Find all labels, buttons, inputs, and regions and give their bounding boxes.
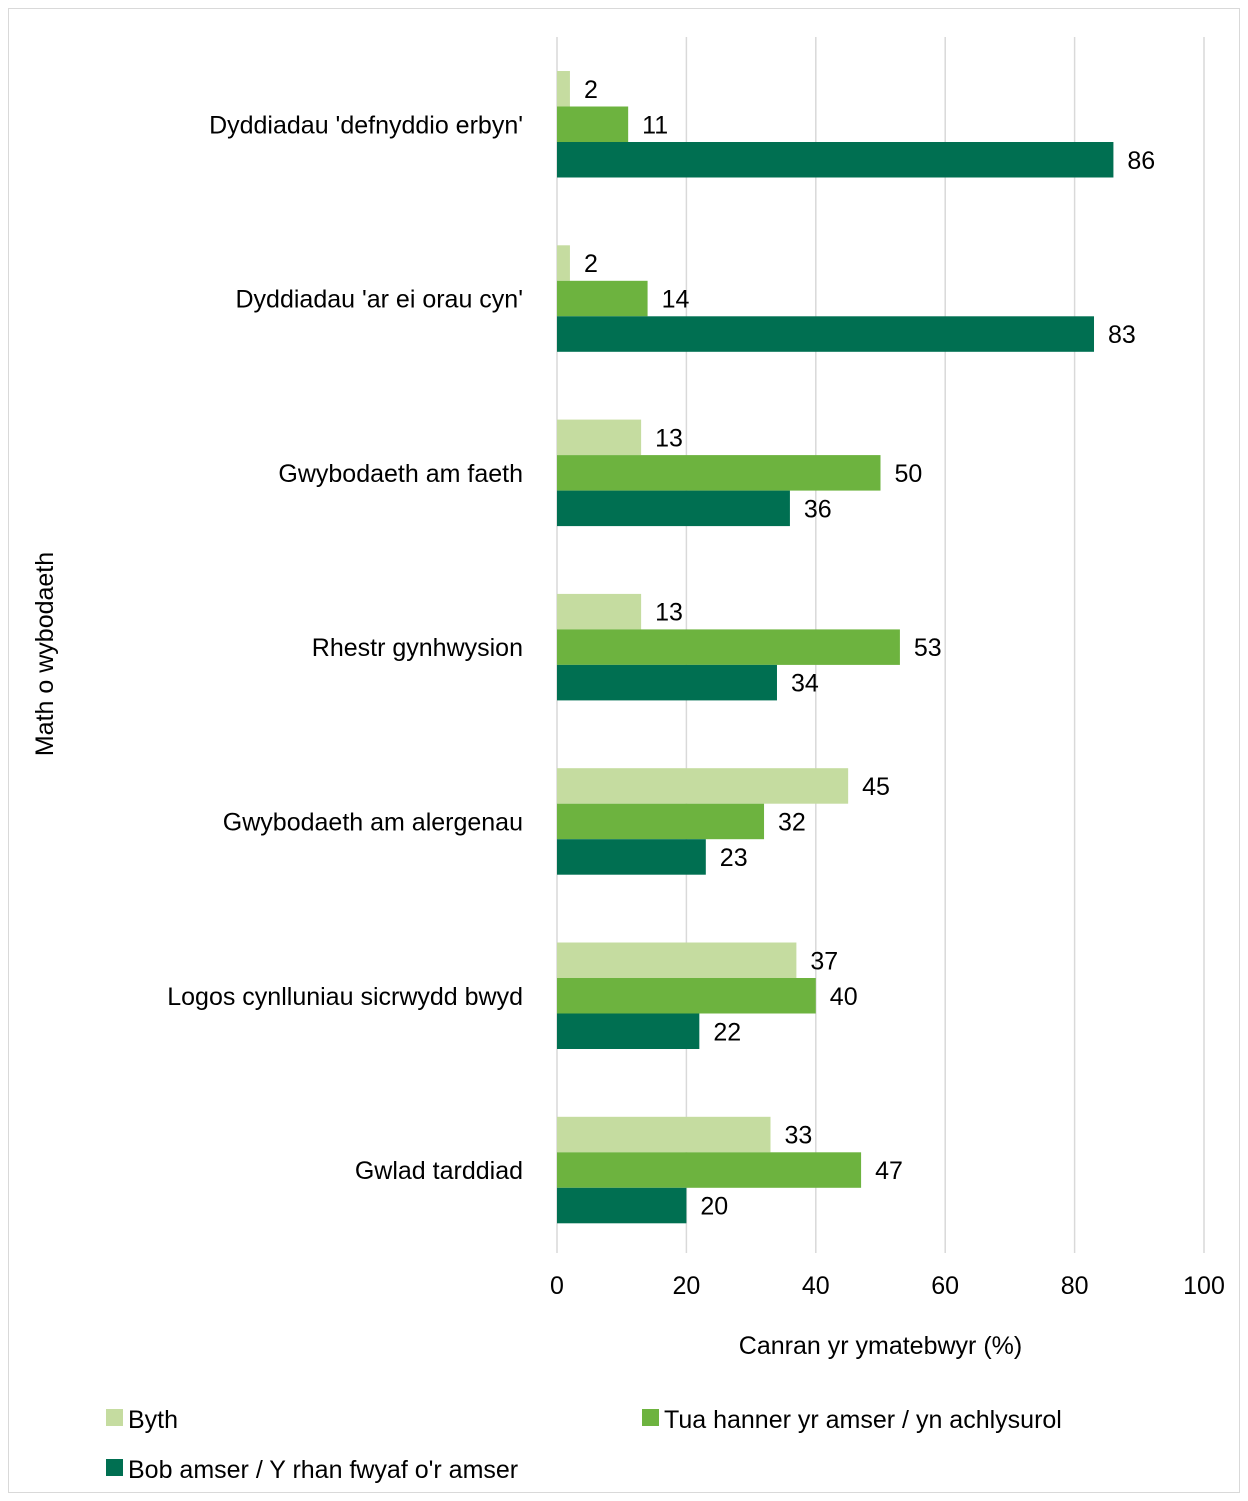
bar: [557, 455, 881, 491]
x-tick-label: 20: [672, 1272, 700, 1300]
data-label: 45: [862, 773, 890, 801]
data-label: 40: [830, 983, 858, 1011]
data-label: 36: [804, 495, 832, 523]
bar: [557, 490, 790, 527]
bar: [557, 629, 900, 665]
bar: [557, 978, 816, 1014]
data-label: 47: [875, 1157, 903, 1185]
bar: [557, 839, 706, 875]
data-label: 83: [1108, 321, 1136, 349]
bar: [557, 142, 1114, 178]
data-label: 53: [914, 634, 942, 662]
x-tick-label: 100: [1183, 1272, 1225, 1300]
category-label: Gwybodaeth am alergenau: [223, 808, 523, 836]
data-label: 23: [720, 844, 748, 872]
bar: [557, 71, 570, 107]
bars: [557, 71, 1114, 1224]
bar: [557, 593, 642, 630]
legend-swatch: [106, 1459, 123, 1476]
data-label: 22: [713, 1018, 741, 1046]
data-label: 2: [584, 250, 598, 278]
bar: [557, 768, 849, 804]
data-labels: 2 11 86 2 14 83 13 50 36 13 53 34 45 32 23 37 40 22 33 47 20: [584, 76, 1155, 1221]
category-label: Gwybodaeth am faeth: [278, 460, 523, 488]
x-tick-label: 0: [550, 1272, 564, 1300]
data-label: 11: [642, 111, 668, 139]
bar: [557, 1152, 862, 1188]
bar: [557, 942, 797, 978]
data-label: 32: [778, 808, 806, 836]
category-label: Dyddiadau 'ar ei orau cyn': [236, 286, 524, 314]
category-label: Rhestr gynhwysion: [312, 634, 523, 662]
chart-frame: [8, 8, 1240, 1493]
legend-label: Byth: [128, 1406, 178, 1434]
x-tick-label: 80: [1061, 1272, 1089, 1300]
data-label: 13: [655, 424, 683, 452]
bar: [557, 419, 642, 456]
data-label: 2: [584, 76, 598, 104]
y-axis-title: Math o wybodaeth: [31, 552, 59, 756]
legend-swatch: [106, 1409, 123, 1426]
bar: [557, 106, 629, 142]
data-label: 37: [810, 947, 838, 975]
bar: [557, 280, 648, 317]
x-axis-title: Canran yr ymatebwyr (%): [739, 1332, 1022, 1360]
bar: [557, 803, 765, 840]
bar: [557, 1116, 771, 1153]
x-tick-label: 60: [931, 1272, 959, 1300]
legend-swatch: [642, 1409, 659, 1426]
data-label: 50: [895, 460, 923, 488]
category-label: Gwlad tarddiad: [355, 1157, 523, 1185]
data-label: 34: [791, 670, 819, 698]
category-labels: Dyddiadau 'defnyddio erbyn' Dyddiadau 'ar…: [167, 111, 523, 1185]
bar: [557, 1187, 687, 1224]
data-label: 86: [1127, 147, 1155, 175]
category-label: Logos cynlluniau sicrwydd bwyd: [167, 983, 523, 1011]
data-label: 20: [700, 1193, 728, 1221]
bar: [557, 245, 570, 281]
legend: Byth Tua hanner yr amser / yn achlysurol B…: [106, 1406, 1062, 1484]
bar: [557, 664, 777, 701]
x-tick-label: 40: [802, 1272, 830, 1300]
data-label: 13: [655, 599, 683, 627]
data-label: 14: [662, 286, 690, 314]
data-label: 33: [785, 1122, 813, 1150]
x-tick-labels: 0 20 40 60 80 100: [550, 1272, 1225, 1300]
bar: [557, 1013, 700, 1049]
legend-label: Bob amser / Y rhan fwyaf o'r amser: [128, 1456, 518, 1484]
bar: [557, 316, 1095, 352]
category-label: Dyddiadau 'defnyddio erbyn': [209, 111, 523, 139]
legend-label: Tua hanner yr amser / yn achlysurol: [664, 1406, 1062, 1434]
